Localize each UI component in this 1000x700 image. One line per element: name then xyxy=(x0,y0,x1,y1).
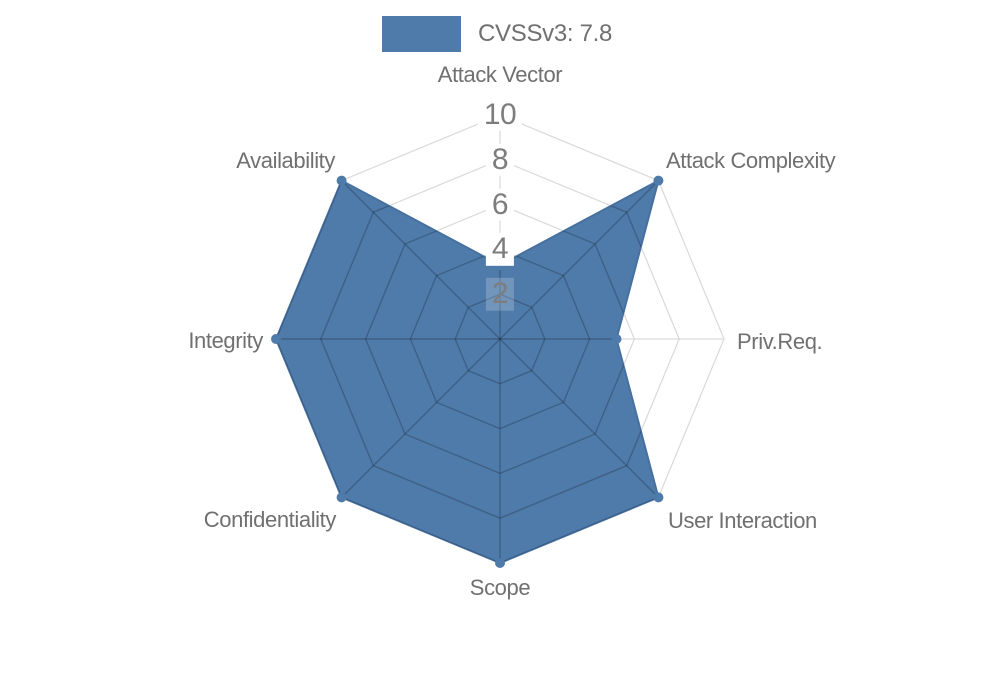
vertex-dot-icon xyxy=(271,334,281,344)
legend-swatch-icon xyxy=(382,16,461,52)
axis-label-integrity: Integrity xyxy=(188,328,263,353)
tick-label-4: 4 xyxy=(485,232,515,266)
vertex-markers xyxy=(271,175,664,568)
axis-label-user-interaction: User Interaction xyxy=(668,508,817,533)
vertex-dot-icon xyxy=(653,492,664,503)
vertex-dot-icon xyxy=(495,558,505,568)
vertex-dot-icon xyxy=(653,175,664,186)
legend-label: CVSSv3: 7.8 xyxy=(478,20,613,47)
axis-label-priv-req: Priv.Req. xyxy=(737,329,823,354)
axis-label-confidentiality: Confidentiality xyxy=(203,507,337,532)
vertex-dot-icon xyxy=(336,175,347,186)
radar-grid-inner xyxy=(276,180,659,563)
axis-label-scope: Scope xyxy=(469,575,531,600)
axis-label-availability: Availability xyxy=(236,148,335,173)
tick-label-10: 10 xyxy=(477,98,523,132)
tick-label-6: 6 xyxy=(485,188,515,221)
vertex-dot-icon xyxy=(611,334,622,344)
legend: CVSSv3: 7.8 xyxy=(382,16,612,52)
axis-label-attack-vector: Attack Vector xyxy=(437,62,563,87)
tick-label-8: 8 xyxy=(485,143,515,176)
axis-label-attack-complexity: Attack Complexity xyxy=(666,148,836,173)
vertex-dot-icon xyxy=(336,492,347,503)
tick-label-2: 2 xyxy=(485,277,515,311)
